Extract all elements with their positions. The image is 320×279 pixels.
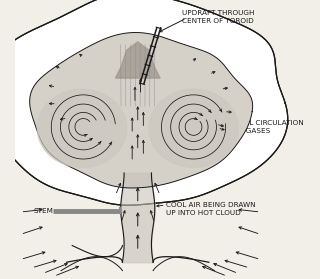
Text: STEM: STEM	[33, 208, 53, 214]
Polygon shape	[149, 89, 238, 167]
Text: TOROIDAL CIRCULATION
OF HOT GASES: TOROIDAL CIRCULATION OF HOT GASES	[216, 120, 304, 134]
Text: COOL AIR BEING DRAWN
UP INTO HOT CLOUD: COOL AIR BEING DRAWN UP INTO HOT CLOUD	[166, 202, 255, 216]
Polygon shape	[30, 32, 253, 188]
Polygon shape	[116, 42, 160, 78]
Polygon shape	[37, 89, 127, 167]
Text: UPDRAFT THROUGH
CENTER OF TOROID: UPDRAFT THROUGH CENTER OF TOROID	[182, 10, 255, 24]
Polygon shape	[0, 0, 288, 205]
